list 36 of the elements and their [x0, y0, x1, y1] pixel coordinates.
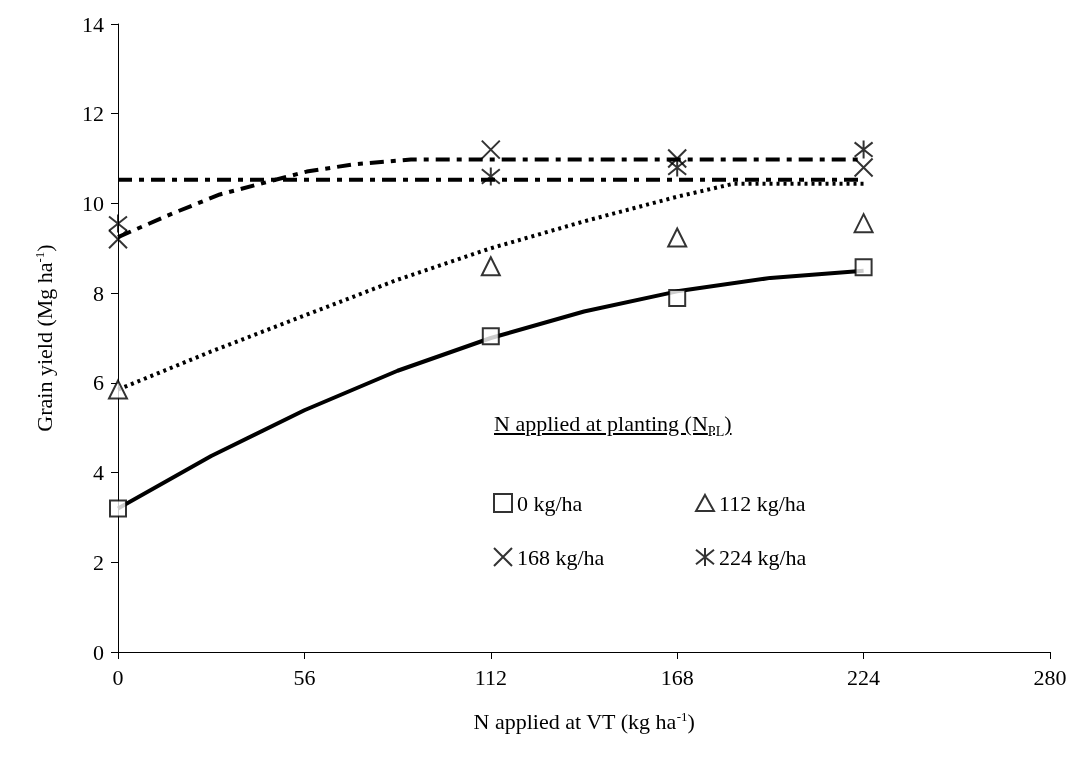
legend-label: 168 kg/ha [517, 544, 605, 570]
point [667, 157, 688, 178]
x-tick-label: 112 [474, 664, 507, 690]
y-tick-label: 2 [93, 549, 104, 575]
y-tick-label: 10 [82, 190, 104, 216]
point [481, 327, 500, 346]
legend-label: 0 kg/ha [517, 490, 583, 516]
point [480, 256, 501, 277]
point [108, 229, 128, 250]
point [853, 139, 874, 160]
point [668, 289, 687, 308]
point [108, 213, 128, 234]
point [667, 148, 688, 169]
legend-label: 112 kg/ha [719, 490, 806, 516]
x-tick-label: 280 [1033, 664, 1067, 690]
y-tick-label: 14 [82, 11, 104, 37]
y-tick-label: 6 [93, 370, 104, 396]
y-tick-label: 8 [93, 280, 104, 306]
point [667, 227, 688, 248]
point [108, 379, 128, 400]
y-tick-label: 0 [93, 639, 104, 665]
x-tick-label: 168 [660, 664, 694, 690]
x-tick-label: 0 [112, 664, 124, 690]
point [853, 213, 874, 234]
point [480, 139, 501, 160]
x-tick-label: 224 [847, 664, 881, 690]
point [109, 499, 127, 518]
legend-title: N applied at planting (N$_{PL}$) [494, 411, 732, 441]
x-tick-label: 56 [293, 664, 316, 690]
y-tick-label: 12 [82, 101, 104, 127]
y-tick-label: 4 [93, 460, 104, 486]
legend-label: 224 kg/ha [719, 544, 807, 570]
point [480, 166, 501, 187]
point [854, 258, 873, 277]
point [853, 157, 874, 178]
y-axis-title: Grain yield (Mg ha-1) [32, 244, 57, 432]
